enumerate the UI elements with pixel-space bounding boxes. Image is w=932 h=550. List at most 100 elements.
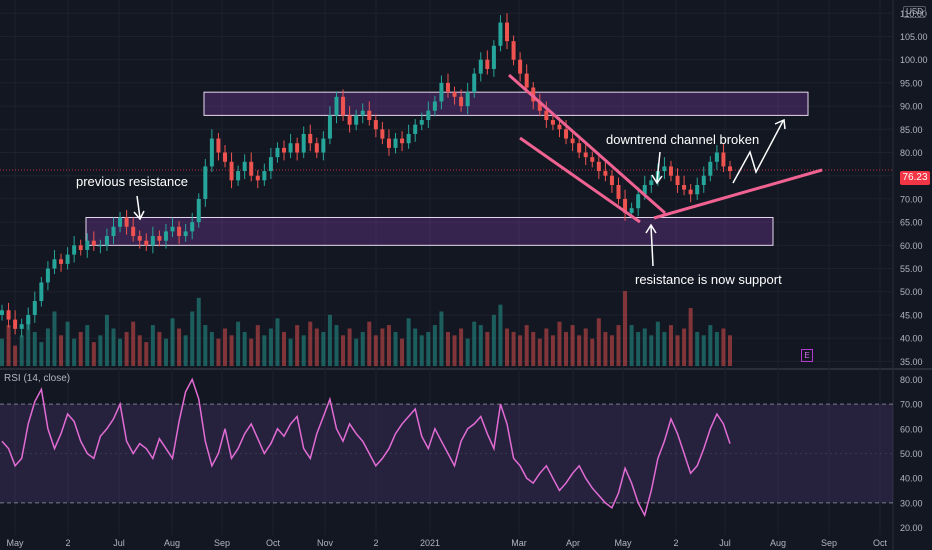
volume-bar — [124, 331, 129, 366]
candle-body — [295, 143, 300, 153]
volume-bar — [6, 325, 11, 366]
earnings-icon[interactable]: E — [801, 349, 813, 362]
volume-bar — [13, 345, 18, 366]
volume-bar — [439, 311, 444, 366]
candle-body — [32, 301, 37, 315]
price-tick-label: 40.00 — [900, 334, 923, 344]
candle-body — [190, 222, 195, 232]
volume-bar — [262, 335, 267, 366]
price-tick-label: 35.00 — [900, 357, 923, 367]
volume-bar — [236, 321, 241, 366]
time-tick-label: 2 — [673, 538, 678, 548]
candle-body — [406, 133, 411, 144]
channel-broken-label: downtrend channel broken — [606, 132, 759, 147]
candle-body — [695, 185, 700, 195]
volume-bar — [327, 314, 332, 366]
candle-body — [728, 166, 732, 172]
candle-body — [537, 101, 542, 111]
candle-body — [419, 120, 424, 125]
candle-body — [386, 138, 391, 148]
volume-bar — [111, 328, 116, 366]
volume-bar — [445, 331, 450, 366]
candle-body — [413, 124, 418, 134]
candle-body — [334, 96, 339, 116]
arrowhead-previous-resistance — [133, 210, 145, 221]
volume-bar — [0, 338, 4, 366]
candle-body — [478, 59, 483, 74]
volume-bar — [170, 318, 175, 366]
candle-body — [570, 138, 575, 144]
candle-body — [557, 124, 562, 130]
candle-body — [347, 115, 352, 125]
volume-bar — [662, 331, 667, 366]
candle-body — [163, 231, 168, 241]
volume-bar — [518, 335, 523, 366]
candle-body — [78, 245, 83, 250]
candle-body — [236, 171, 241, 181]
channel-lower-line — [519, 136, 641, 224]
candle-body — [465, 92, 470, 107]
candle-body — [196, 198, 201, 223]
candle-body — [183, 231, 188, 237]
candle-body — [203, 166, 208, 199]
volume-bar — [59, 335, 64, 366]
time-tick-label: May — [6, 538, 24, 548]
candle-body — [609, 175, 614, 185]
volume-bar — [393, 331, 398, 366]
rsi-tick-label: 20.00 — [900, 523, 923, 533]
candle-body — [583, 152, 588, 158]
volume-bar — [150, 325, 155, 366]
volume-bar — [373, 335, 378, 366]
volume-bar — [104, 314, 109, 366]
volume-bar — [367, 321, 372, 366]
volume-bar — [321, 331, 326, 366]
price-tick-label: 45.00 — [900, 310, 923, 320]
time-tick-label: Nov — [317, 538, 334, 548]
rsi-panel — [0, 377, 893, 518]
candle-body — [544, 110, 549, 121]
projection-arrowhead — [774, 118, 786, 130]
candle-body — [150, 236, 155, 246]
candle-body — [491, 45, 496, 69]
candle-body — [400, 138, 405, 144]
time-tick-label: Aug — [164, 538, 180, 548]
volume-bar — [603, 331, 608, 366]
volume-bar — [242, 331, 247, 366]
candle-body — [564, 129, 569, 139]
volume-bar — [524, 325, 529, 366]
volume-bar — [413, 328, 418, 366]
candle-body — [649, 180, 654, 185]
candle-body — [327, 115, 332, 139]
rsi-tick-label: 50.00 — [900, 449, 923, 459]
candle-body — [111, 226, 116, 237]
candle-body — [288, 143, 293, 153]
volume-bar — [347, 328, 352, 366]
volume-bar — [45, 328, 50, 366]
candle-body — [275, 147, 280, 158]
volume-bar — [491, 314, 496, 366]
volume-bar — [426, 331, 431, 366]
time-tick-label: Mar — [511, 538, 527, 548]
volume-bar — [78, 331, 83, 366]
volume-bar — [91, 342, 96, 366]
time-tick-label: Oct — [266, 538, 281, 548]
candle-body — [137, 236, 142, 241]
volume-bar — [537, 338, 542, 366]
volume-bar — [675, 335, 680, 366]
candle-body — [518, 59, 523, 74]
candle-body — [222, 152, 227, 162]
volume-bar — [137, 335, 142, 366]
volume-bar — [655, 321, 660, 366]
support-resistance-zones — [85, 91, 809, 246]
candle-body — [623, 198, 628, 213]
time-tick-label: May — [614, 538, 632, 548]
volume-bar — [65, 321, 70, 366]
candle-body — [72, 245, 77, 255]
candle-body — [177, 226, 182, 237]
price-tick-label: 65.00 — [900, 218, 923, 228]
candle-body — [688, 189, 693, 195]
volume-bar — [505, 328, 510, 366]
volume-bar — [419, 335, 424, 366]
volume-bar — [498, 304, 503, 366]
